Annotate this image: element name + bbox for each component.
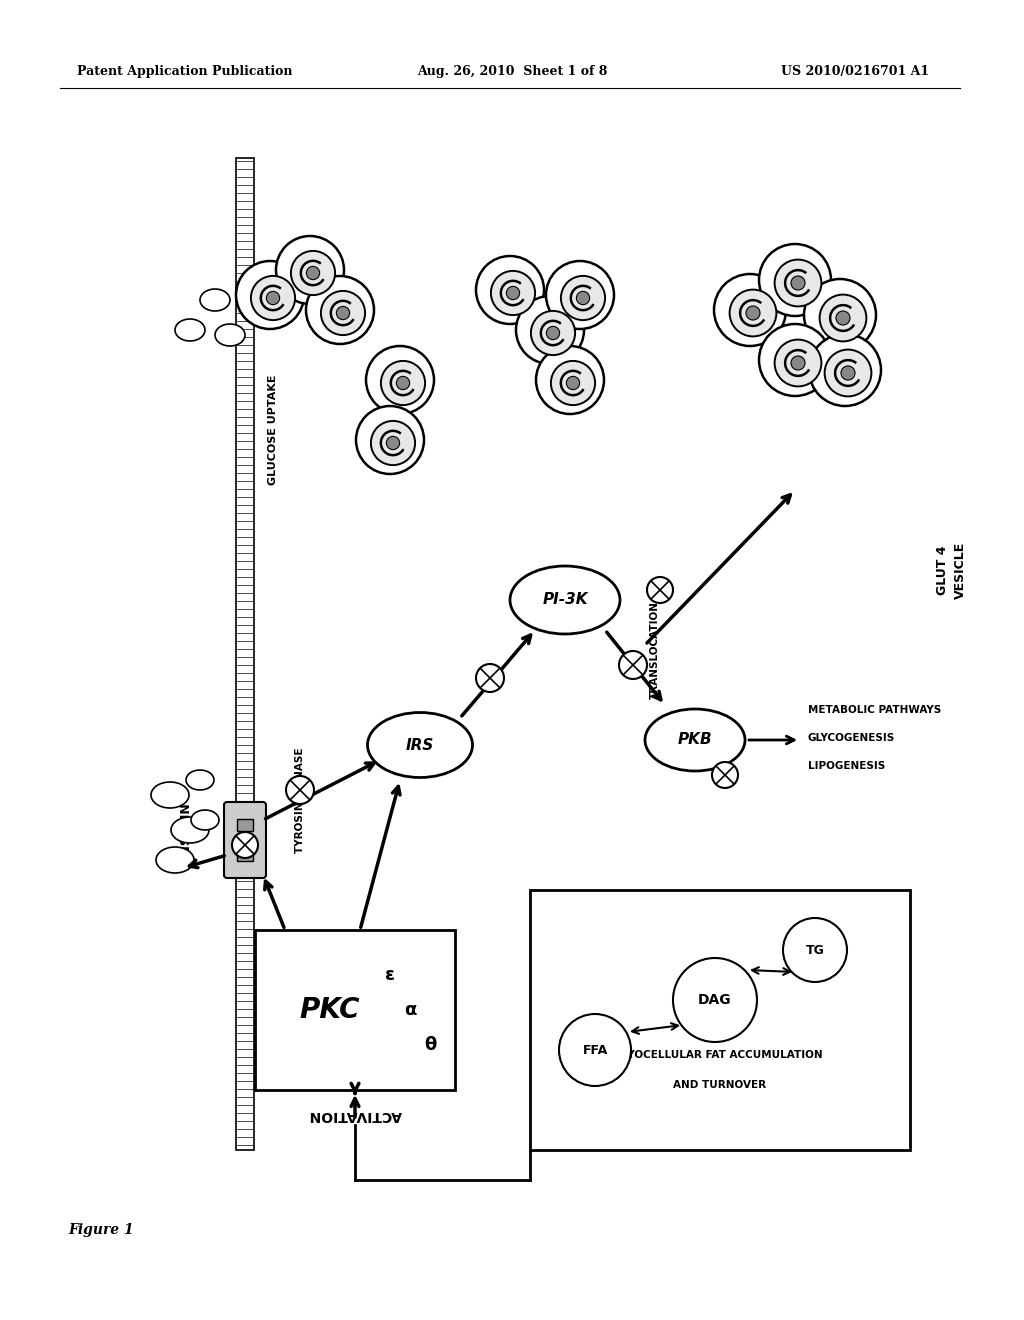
Circle shape bbox=[791, 356, 805, 370]
Circle shape bbox=[561, 276, 605, 321]
Text: Aug. 26, 2010  Sheet 1 of 8: Aug. 26, 2010 Sheet 1 of 8 bbox=[417, 66, 607, 78]
Circle shape bbox=[546, 261, 614, 329]
Circle shape bbox=[804, 279, 876, 351]
Text: INSULIN: INSULIN bbox=[178, 801, 191, 858]
Circle shape bbox=[396, 376, 410, 389]
Circle shape bbox=[547, 326, 560, 339]
Ellipse shape bbox=[151, 781, 189, 808]
Circle shape bbox=[647, 577, 673, 603]
Text: PKC: PKC bbox=[300, 997, 360, 1024]
Circle shape bbox=[809, 334, 881, 407]
Circle shape bbox=[336, 306, 349, 319]
Text: MYOCELLULAR FAT ACCUMULATION: MYOCELLULAR FAT ACCUMULATION bbox=[617, 1049, 823, 1060]
Circle shape bbox=[559, 1014, 631, 1086]
FancyBboxPatch shape bbox=[224, 803, 266, 878]
Ellipse shape bbox=[175, 319, 205, 341]
Text: TYROSINE KINASE: TYROSINE KINASE bbox=[295, 747, 305, 853]
Circle shape bbox=[530, 312, 575, 355]
Circle shape bbox=[251, 276, 295, 321]
Circle shape bbox=[232, 832, 258, 858]
Circle shape bbox=[566, 376, 580, 389]
Ellipse shape bbox=[186, 770, 214, 789]
Text: US 2010/0216701 A1: US 2010/0216701 A1 bbox=[781, 66, 929, 78]
Ellipse shape bbox=[171, 817, 209, 843]
Circle shape bbox=[791, 276, 805, 290]
Circle shape bbox=[371, 421, 415, 465]
Text: θ: θ bbox=[424, 1036, 436, 1053]
Circle shape bbox=[836, 312, 850, 325]
Text: PKB: PKB bbox=[678, 733, 713, 747]
Circle shape bbox=[321, 290, 366, 335]
Circle shape bbox=[712, 762, 738, 788]
Circle shape bbox=[266, 292, 280, 305]
Circle shape bbox=[286, 776, 314, 804]
Circle shape bbox=[236, 261, 304, 329]
Text: Figure 1: Figure 1 bbox=[68, 1224, 133, 1237]
Bar bbox=[237, 818, 253, 832]
Text: GLUCOSE UPTAKE: GLUCOSE UPTAKE bbox=[268, 375, 278, 486]
Circle shape bbox=[306, 276, 374, 345]
Circle shape bbox=[476, 256, 544, 323]
Bar bbox=[255, 931, 455, 1090]
Circle shape bbox=[819, 294, 866, 342]
Circle shape bbox=[729, 289, 776, 337]
Text: TRANSLOCATION: TRANSLOCATION bbox=[650, 601, 660, 700]
Circle shape bbox=[824, 350, 871, 396]
Ellipse shape bbox=[645, 709, 745, 771]
Circle shape bbox=[759, 323, 831, 396]
Ellipse shape bbox=[200, 289, 230, 312]
Text: Patent Application Publication: Patent Application Publication bbox=[77, 66, 293, 78]
Circle shape bbox=[276, 236, 344, 304]
Ellipse shape bbox=[156, 847, 194, 873]
Text: α: α bbox=[403, 1001, 416, 1019]
Text: IRS: IRS bbox=[406, 738, 434, 752]
Circle shape bbox=[536, 346, 604, 414]
Bar bbox=[237, 849, 253, 861]
Circle shape bbox=[306, 267, 319, 280]
Text: LIPOGENESIS: LIPOGENESIS bbox=[808, 762, 886, 771]
Ellipse shape bbox=[215, 323, 245, 346]
Circle shape bbox=[516, 296, 584, 364]
Text: METABOLIC PATHWAYS: METABOLIC PATHWAYS bbox=[808, 705, 941, 715]
Circle shape bbox=[356, 407, 424, 474]
Text: DAG: DAG bbox=[698, 993, 732, 1007]
Circle shape bbox=[551, 360, 595, 405]
Bar bbox=[530, 890, 910, 1150]
Ellipse shape bbox=[510, 566, 620, 634]
Circle shape bbox=[714, 275, 786, 346]
Circle shape bbox=[759, 244, 831, 315]
Circle shape bbox=[507, 286, 519, 300]
Text: AND TURNOVER: AND TURNOVER bbox=[674, 1080, 767, 1090]
Circle shape bbox=[490, 271, 536, 315]
Circle shape bbox=[386, 437, 399, 450]
Text: VESICLE: VESICLE bbox=[953, 541, 967, 599]
Ellipse shape bbox=[191, 810, 219, 830]
Text: GLYCOGENESIS: GLYCOGENESIS bbox=[808, 733, 895, 743]
Text: PI-3K: PI-3K bbox=[542, 593, 588, 607]
Circle shape bbox=[841, 366, 855, 380]
Text: FFA: FFA bbox=[583, 1044, 607, 1056]
Circle shape bbox=[366, 346, 434, 414]
Circle shape bbox=[774, 339, 821, 387]
Text: TG: TG bbox=[806, 944, 824, 957]
Bar bbox=[236, 158, 254, 1150]
Circle shape bbox=[577, 292, 590, 305]
Circle shape bbox=[381, 360, 425, 405]
Circle shape bbox=[476, 664, 504, 692]
Text: ACTIVATION: ACTIVATION bbox=[308, 1107, 401, 1122]
Circle shape bbox=[774, 260, 821, 306]
Text: GLUT 4: GLUT 4 bbox=[936, 545, 948, 595]
Circle shape bbox=[291, 251, 335, 296]
Circle shape bbox=[673, 958, 757, 1041]
Circle shape bbox=[618, 651, 647, 678]
Circle shape bbox=[745, 306, 760, 319]
Text: ε: ε bbox=[385, 966, 395, 983]
Circle shape bbox=[783, 917, 847, 982]
Ellipse shape bbox=[368, 713, 472, 777]
